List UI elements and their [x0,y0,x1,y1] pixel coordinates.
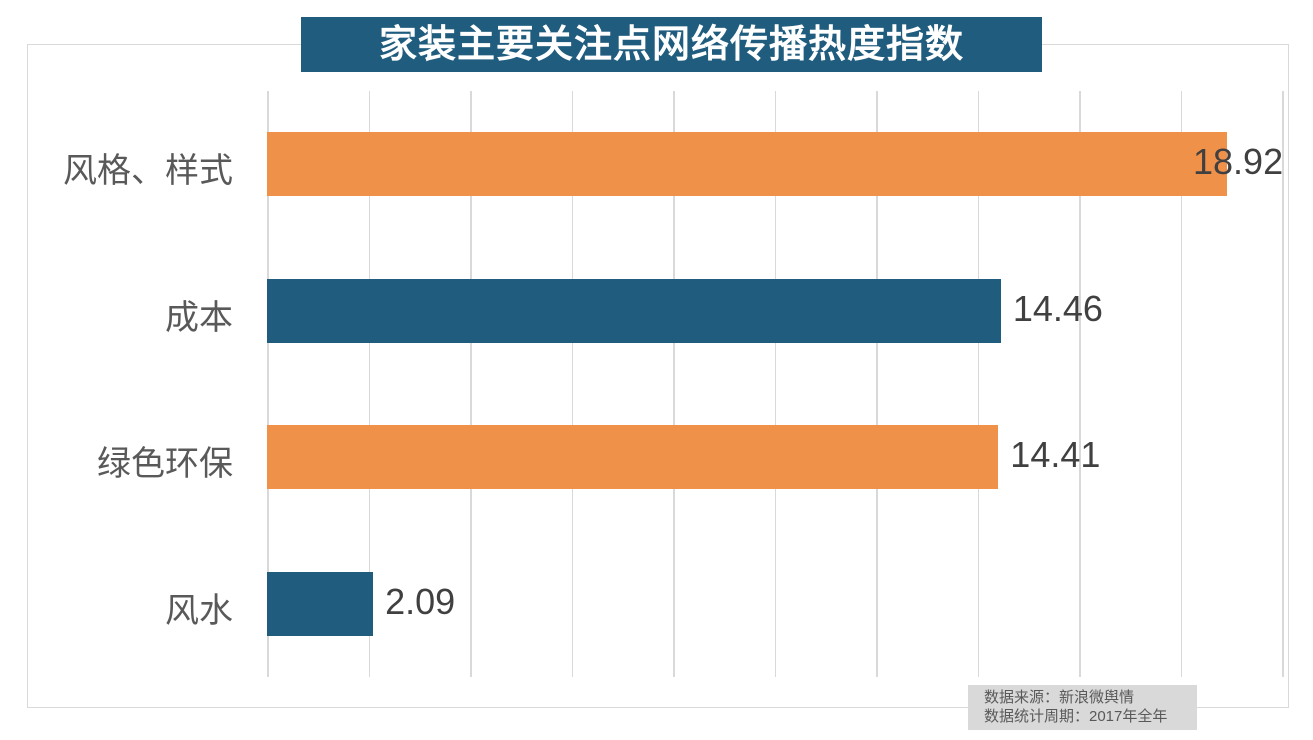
category-label: 绿色环保 [97,445,233,484]
bar-4 [267,571,374,636]
gridline [1079,91,1081,677]
gridline [267,91,269,677]
gridline [470,91,472,677]
value-label: 18.92 [1193,141,1284,183]
value-label: 2.09 [385,580,456,622]
bar-2 [267,278,1001,343]
value-label: 14.41 [1010,434,1101,476]
bar-1 [267,132,1228,197]
gridline [977,91,979,677]
bar-3 [267,425,999,490]
category-label: 风水 [165,591,233,630]
gridline [1282,91,1284,677]
gridline [774,91,776,677]
chart-title: 家装主要关注点网络传播热度指数 [301,17,1042,72]
gridline [1180,91,1182,677]
source-note-box: 数据来源：新浪微舆情 数据统计周期：2017年全年 [968,685,1197,730]
gridline [876,91,878,677]
category-label: 成本 [165,298,233,337]
gridline [571,91,573,677]
gridline [673,91,675,677]
source-note-line-2: 数据统计周期：2017年全年 [984,708,1168,725]
category-label: 风格、样式 [63,152,233,191]
value-label: 14.46 [1012,287,1103,329]
gridline [368,91,370,677]
source-note-line-1: 数据来源：新浪微舆情 [984,689,1135,706]
